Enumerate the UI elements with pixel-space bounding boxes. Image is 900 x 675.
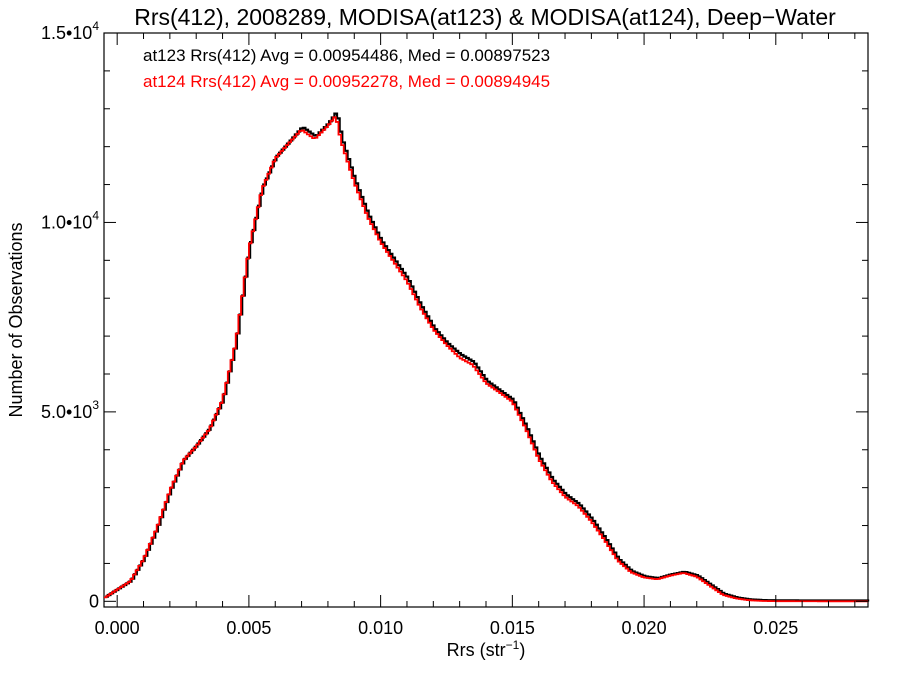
- x-axis-label-superscript: −1: [506, 638, 520, 652]
- annotation-at124-stats: at124 Rrs(412) Avg = 0.00952278, Med = 0…: [143, 72, 550, 91]
- x-axis-label-end: ): [519, 640, 525, 660]
- x-tick-label: 0.020: [622, 618, 667, 638]
- y-tick-label: 1.5•104: [41, 19, 99, 43]
- y-tick-label-exponent: 4: [92, 19, 99, 33]
- x-tick-label: 0.015: [490, 618, 535, 638]
- y-tick-label: 0: [89, 591, 99, 611]
- series-layer: [104, 112, 870, 603]
- y-tick-label: 5.0•103: [41, 398, 99, 422]
- chart-title: Rrs(412), 2008289, MODISA(at123) & MODIS…: [134, 4, 836, 30]
- y-tick-label-base: 5.0•10: [41, 402, 92, 422]
- series-at124-line: [104, 116, 868, 603]
- y-tick-label: 1.0•104: [41, 208, 99, 232]
- y-tick-label-exponent: 3: [92, 398, 99, 412]
- plot-area: [103, 32, 870, 608]
- x-axis: 0.000 0.005 0.010 0.015 0.020 0.025: [95, 33, 856, 638]
- x-axis-label-main: Rrs (str: [447, 640, 506, 660]
- x-tick-label: 0.025: [753, 618, 798, 638]
- x-tick-label: 0.005: [226, 618, 271, 638]
- y-tick-label-base: 0: [89, 591, 99, 611]
- y-tick-label-base: 1.0•10: [41, 212, 92, 232]
- x-tick-label: 0.010: [358, 618, 403, 638]
- annotation-at123-stats: at123 Rrs(412) Avg = 0.00954486, Med = 0…: [143, 46, 550, 65]
- annotation-legend: at123 Rrs(412) Avg = 0.00954486, Med = 0…: [143, 46, 550, 91]
- x-tick-label: 0.000: [95, 618, 140, 638]
- y-tick-label-exponent: 4: [92, 208, 99, 222]
- series-at123-line: [105, 112, 870, 602]
- y-axis-label: Number of Observations: [6, 222, 26, 417]
- plot-frame: [103, 32, 869, 608]
- x-axis-label: Rrs (str−1): [447, 638, 526, 660]
- y-tick-label-base: 1.5•10: [41, 23, 92, 43]
